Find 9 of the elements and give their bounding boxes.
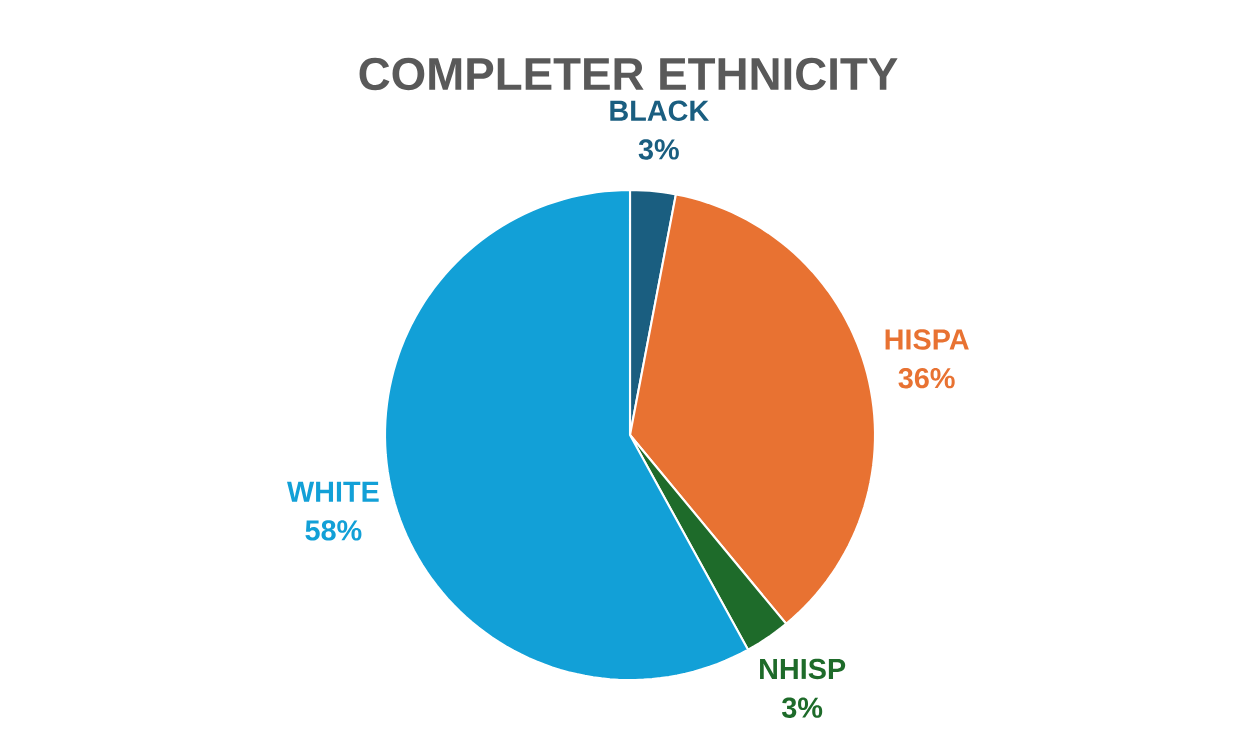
data-label: 58% bbox=[305, 520, 362, 541]
slice-label: WHITE bbox=[287, 481, 379, 502]
chart-title: COMPLETER ETHNICITY bbox=[359, 57, 898, 91]
slice-label: HISPA bbox=[885, 329, 969, 350]
data-label: 3% bbox=[781, 697, 823, 718]
slice-label: NHISP bbox=[760, 658, 846, 680]
slice-label: BLACK bbox=[610, 100, 709, 121]
data-label: 3% bbox=[638, 139, 679, 160]
data-label: 36% bbox=[898, 367, 955, 389]
